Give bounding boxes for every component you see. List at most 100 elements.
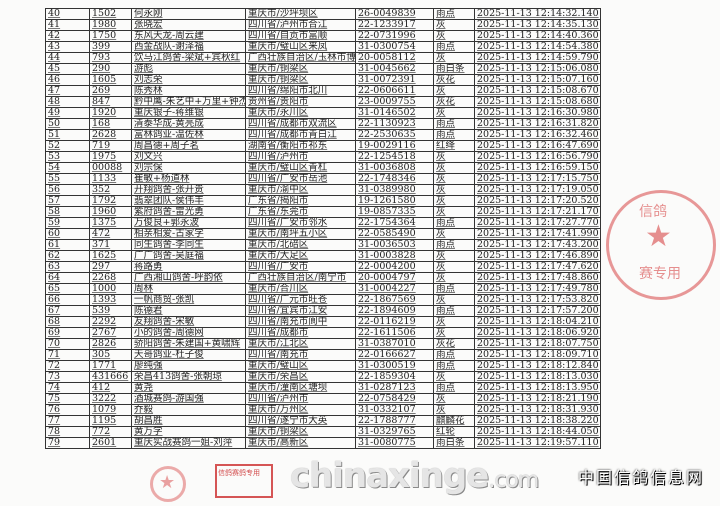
watermark-domain: chinaxinge.com	[290, 456, 539, 501]
cell-feather-color: 灰	[433, 30, 475, 42]
table-row: 50 168 清泰华成-黄亮成 四川省/成都市双流区 22-1130923 雨点 2025-…	[45, 118, 601, 130]
cell-feather-color: 灰	[433, 206, 475, 218]
cell-region: 四川省/泸州市	[245, 393, 356, 405]
cell-feather-color: 雨点	[433, 217, 475, 229]
table-row: 55 1133 崔敏+杨道林 四川省/广安市岳池 22-1748346 灰 2025-11-…	[45, 173, 601, 185]
cell-rank: 60	[45, 228, 90, 240]
cell-region: 四川省/遂宁市大英	[245, 415, 356, 427]
table-row: 75 3222 酒城赛鸽-游国强 四川省/泸州市 22-0758429 灰 2025-11-…	[45, 393, 601, 405]
cell-ring-number: 31-0080775	[355, 437, 434, 449]
cell-owner-name: 重庆银子-蒋维银	[131, 107, 246, 119]
cell-region: 重庆市/沙坪坝区	[245, 8, 356, 20]
cell-member-id: 2628	[89, 129, 132, 141]
cell-owner-name: 东风天龙-周云建	[131, 30, 246, 42]
cell-owner-name: 周林	[131, 283, 246, 295]
cell-owner-name: 一帆商贸-张凯	[131, 294, 246, 306]
cell-member-id: 00088	[89, 162, 132, 174]
cell-owner-name: 翡翠团队-侯伟丰	[131, 195, 246, 207]
cell-region: 重庆市/铜梁区	[245, 74, 356, 86]
cell-feather-color: 灰	[433, 173, 475, 185]
cell-arrival-time: 2025-11-13 12:14:54.380	[474, 41, 601, 53]
cell-owner-name: 友翔鸽舍-宋敏	[131, 316, 246, 328]
cell-member-id: 1792	[89, 195, 132, 207]
table-row: 42 1750 东风天龙-周云建 四川省/自贡市富顺 22-0731996 灰 2025-1…	[45, 30, 601, 42]
cell-region: 重庆市/永川区	[245, 107, 356, 119]
cell-ring-number: 31-0072391	[355, 74, 434, 86]
cell-owner-name: 陈德君	[131, 305, 246, 317]
table-row: 60 472 相亲相爱-古家学 重庆市/南坪五小区 22-0585490 灰 2025-11…	[45, 228, 601, 240]
table-row: 40 1502 何永刚 重庆市/沙坪坝区 26-0049839 雨点 2025-11-13 …	[45, 8, 601, 20]
cell-ring-number: 22-1233917	[355, 19, 434, 31]
cell-feather-color: 灰	[433, 272, 475, 284]
cell-region: 重庆市/铜梁区	[245, 63, 356, 75]
cell-owner-name: 广广鸽舍-吴庭福	[131, 250, 246, 262]
cell-rank: 76	[45, 404, 90, 416]
cell-arrival-time: 2025-11-13 12:17:21.170	[474, 206, 601, 218]
cell-owner-name: 乔毅	[131, 404, 246, 416]
cell-rank: 79	[45, 437, 90, 449]
cell-region: 广东省/揭阳市	[245, 195, 356, 207]
cell-rank: 58	[45, 206, 90, 218]
cell-rank: 72	[45, 360, 90, 372]
table-row: 65 1000 周林 重庆市/合川区 31-0004227 雨点 2025-11-13 12…	[45, 283, 601, 295]
table-row: 76 1079 乔毅 重庆市/万州区 31-0332107 灰 2025-11-13 12:…	[45, 404, 601, 416]
cell-arrival-time: 2025-11-13 12:18:13.950	[474, 382, 601, 394]
cell-owner-name: 酒城赛鸽-游国强	[131, 393, 246, 405]
cell-region: 四川省/南充市	[245, 349, 356, 361]
cell-ring-number: 26-0049839	[355, 8, 434, 20]
table-row: 59 1375 万俊良+郭永波 四川省/广安市邻水 22-1754364 雨点 2025-1…	[45, 217, 601, 229]
cell-region: 重庆市/高新区	[245, 437, 356, 449]
table-row: 66 1393 一帆商贸-张凯 四川省/广元市旺苍 22-1867569 灰 2025-11…	[45, 294, 601, 306]
bottom-seal-stamp: ★	[150, 466, 186, 502]
cell-rank: 41	[45, 19, 90, 31]
cell-member-id: 399	[89, 41, 132, 53]
cell-owner-name: 陈秀林	[131, 85, 246, 97]
cell-feather-color: 红轮	[433, 426, 475, 438]
cell-owner-name: 周昌德+周子茗	[131, 140, 246, 152]
cell-feather-color: 红绛	[433, 140, 475, 152]
cell-owner-name: 游彪	[131, 63, 246, 75]
cell-owner-name: 天哥鸽业-杜子俊	[131, 349, 246, 361]
cell-ring-number: 19-0857335	[355, 206, 434, 218]
cell-member-id: 2826	[89, 338, 132, 350]
cell-owner-name: 万俊良+郭永波	[131, 217, 246, 229]
cell-arrival-time: 2025-11-13 12:15:06.080	[474, 63, 601, 75]
cell-arrival-time: 2025-11-13 12:16:47.690	[474, 140, 601, 152]
cell-region: 四川省/绵阳市北川	[245, 85, 356, 97]
cell-member-id: 1000	[89, 283, 132, 295]
cell-feather-color: 灰	[433, 85, 475, 97]
cell-feather-color: 雨点	[433, 8, 475, 20]
cell-owner-name: 刘志荣	[131, 74, 246, 86]
cell-member-id: 1375	[89, 217, 132, 229]
cell-arrival-time: 2025-11-13 12:15:08.670	[474, 85, 601, 97]
cell-ring-number: 22-0606611	[355, 85, 434, 97]
cell-member-id: 3222	[89, 393, 132, 405]
cell-ring-number: 22-0116219	[355, 316, 434, 328]
cell-rank: 40	[45, 8, 90, 20]
cell-owner-name: 张晓宏	[131, 19, 246, 31]
cell-member-id: 1079	[89, 404, 132, 416]
cell-region: 四川省/自贡市富顺	[245, 30, 356, 42]
cell-feather-color: 灰	[433, 404, 475, 416]
cell-owner-name: 廖纯强	[131, 360, 246, 372]
cell-owner-name: 小的鸽舍-周德网	[131, 327, 246, 339]
table-row: 67 539 陈德君 四川省/宜宾市江安 22-1894609 雨点 2025-11-13 …	[45, 305, 601, 317]
cell-ring-number: 19-0029116	[355, 140, 434, 152]
cell-region: 贵州省/贵阳市	[245, 96, 356, 108]
star-icon: ★	[645, 219, 672, 254]
cell-rank: 77	[45, 415, 90, 427]
cell-region: 重庆市/大足区	[245, 250, 356, 262]
seal-text-top: 信鸽	[639, 204, 667, 220]
cell-feather-color: 灰花	[433, 74, 475, 86]
cell-arrival-time: 2025-11-13 12:16:31.820	[474, 118, 601, 130]
cell-ring-number: 22-1894609	[355, 305, 434, 317]
watermark-domain-suffix: .com	[488, 468, 539, 493]
cell-rank: 43	[45, 41, 90, 53]
table-row: 79 2601 重庆实战赛鸽一姐-刘萍 重庆市/高新区 31-0080775 雨白条 202…	[45, 437, 601, 449]
table-row: 45 290 游彪 重庆市/铜梁区 31-0045662 雨白条 2025-11-13 12…	[45, 63, 601, 75]
cell-region: 广西壮族自治区/南宁市	[245, 272, 356, 284]
cell-region: 四川省/广安市	[245, 261, 356, 273]
cell-feather-color: 麒麟花	[433, 415, 475, 427]
cell-region: 重庆市/璧山区	[245, 360, 356, 372]
cell-rank: 53	[45, 151, 90, 163]
